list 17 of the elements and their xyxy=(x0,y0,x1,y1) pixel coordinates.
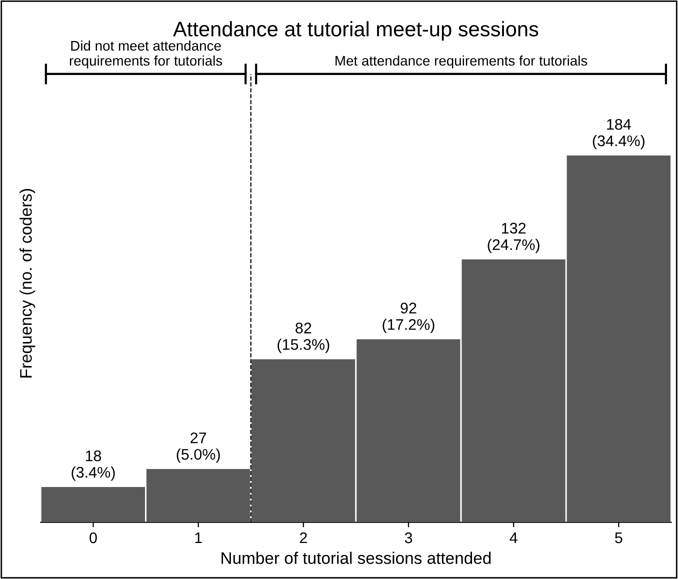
data-label: 132 (24.7%) xyxy=(488,222,540,254)
data-label: 27 (5.0%) xyxy=(176,432,220,463)
data-label: 82 (15.3%) xyxy=(278,322,330,353)
data-label: 184 (34.4%) xyxy=(592,118,644,150)
x-tick-label: 1 xyxy=(195,532,202,544)
x-tick-label: 4 xyxy=(510,532,518,544)
text: Did not meet attendance requirements for tutorials xyxy=(70,40,222,68)
y-axis-title: Frequency (no. of coders) xyxy=(20,189,36,378)
data-label: 92 (17.2%) xyxy=(382,302,434,333)
x-tick-label: 2 xyxy=(300,532,307,544)
data-label: 18 (3.4%) xyxy=(72,450,115,481)
x-axis-title: Number of tutorial sessions attended xyxy=(222,552,491,564)
x-tick-label: 0 xyxy=(90,532,97,544)
chart-title: Attendance at tutorial meet-up sessions xyxy=(173,21,538,41)
x-tick-label: 5 xyxy=(615,532,622,544)
x-tick-label: 3 xyxy=(404,532,412,544)
text: Met attendance requirements for tutorials xyxy=(336,55,588,68)
